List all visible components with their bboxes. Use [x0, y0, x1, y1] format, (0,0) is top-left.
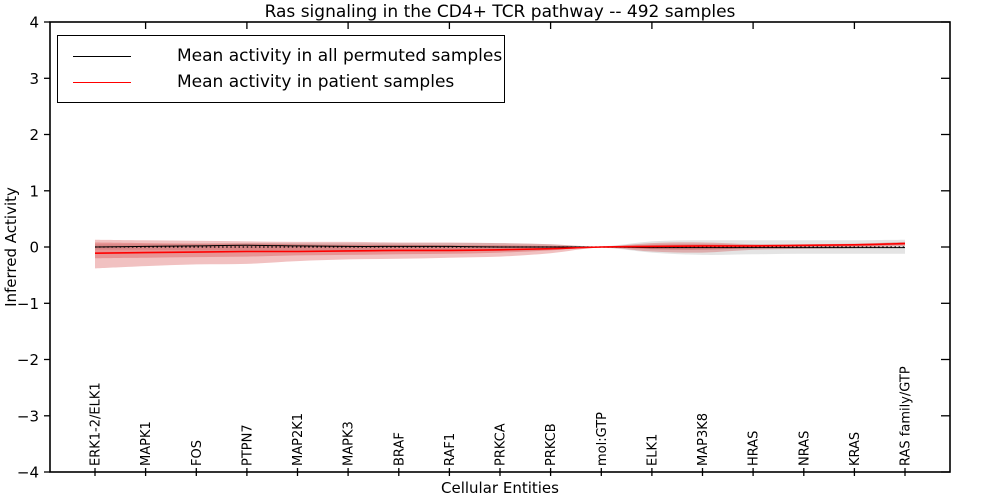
legend-line-red-icon [73, 81, 131, 83]
svg-text:FOS: FOS [190, 440, 205, 466]
svg-text:ELK1: ELK1 [645, 434, 660, 466]
svg-text:NRAS: NRAS [797, 431, 812, 466]
svg-text:−3: −3 [17, 407, 39, 425]
svg-text:BRAF: BRAF [392, 432, 407, 466]
svg-text:PTPN7: PTPN7 [240, 424, 255, 466]
svg-text:KRAS: KRAS [848, 432, 863, 466]
svg-text:PRKCB: PRKCB [544, 423, 559, 466]
svg-text:RAS family/GTP: RAS family/GTP [899, 366, 914, 466]
legend-item-permuted: Mean activity in all permuted samples [73, 43, 504, 69]
svg-text:−2: −2 [17, 351, 39, 369]
x-axis-category-labels: ERK1-2/ELK1 MAPK1 FOS PTPN7 MAP2K1 MAPK3 BRAF R… [89, 366, 914, 466]
y-axis-ticks: −4 −3 −2 −1 0 1 2 3 4 [17, 14, 950, 482]
svg-text:−4: −4 [17, 464, 39, 482]
chart-title: Ras signaling in the CD4+ TCR pathway --… [264, 2, 736, 22]
svg-text:MAP2K1: MAP2K1 [291, 413, 306, 466]
svg-text:1: 1 [29, 182, 39, 200]
x-axis-ticks [94, 22, 906, 476]
legend-label-patient: Mean activity in patient samples [177, 72, 455, 92]
svg-text:2: 2 [29, 126, 39, 144]
svg-text:0: 0 [29, 239, 39, 257]
svg-text:3: 3 [29, 70, 39, 88]
legend-item-patient: Mean activity in patient samples [73, 69, 504, 95]
svg-text:MAP3K8: MAP3K8 [696, 413, 711, 466]
svg-text:mol:GTP: mol:GTP [595, 412, 610, 466]
svg-text:MAPK3: MAPK3 [342, 421, 357, 466]
svg-text:MAPK1: MAPK1 [139, 421, 154, 466]
legend-line-black-icon [73, 55, 131, 57]
y-axis-title: Inferred Activity [2, 187, 20, 307]
svg-text:RAF1: RAF1 [443, 433, 458, 466]
svg-text:4: 4 [29, 14, 39, 32]
legend: Mean activity in all permuted samples Me… [57, 35, 505, 103]
svg-text:PRKCA: PRKCA [494, 423, 509, 466]
svg-text:−1: −1 [17, 295, 39, 313]
patient-mean-line [94, 242, 906, 254]
svg-text:ERK1-2/ELK1: ERK1-2/ELK1 [89, 382, 104, 466]
x-axis-title: Cellular Entities [441, 479, 559, 497]
legend-label-permuted: Mean activity in all permuted samples [177, 46, 503, 66]
svg-text:HRAS: HRAS [747, 431, 762, 466]
